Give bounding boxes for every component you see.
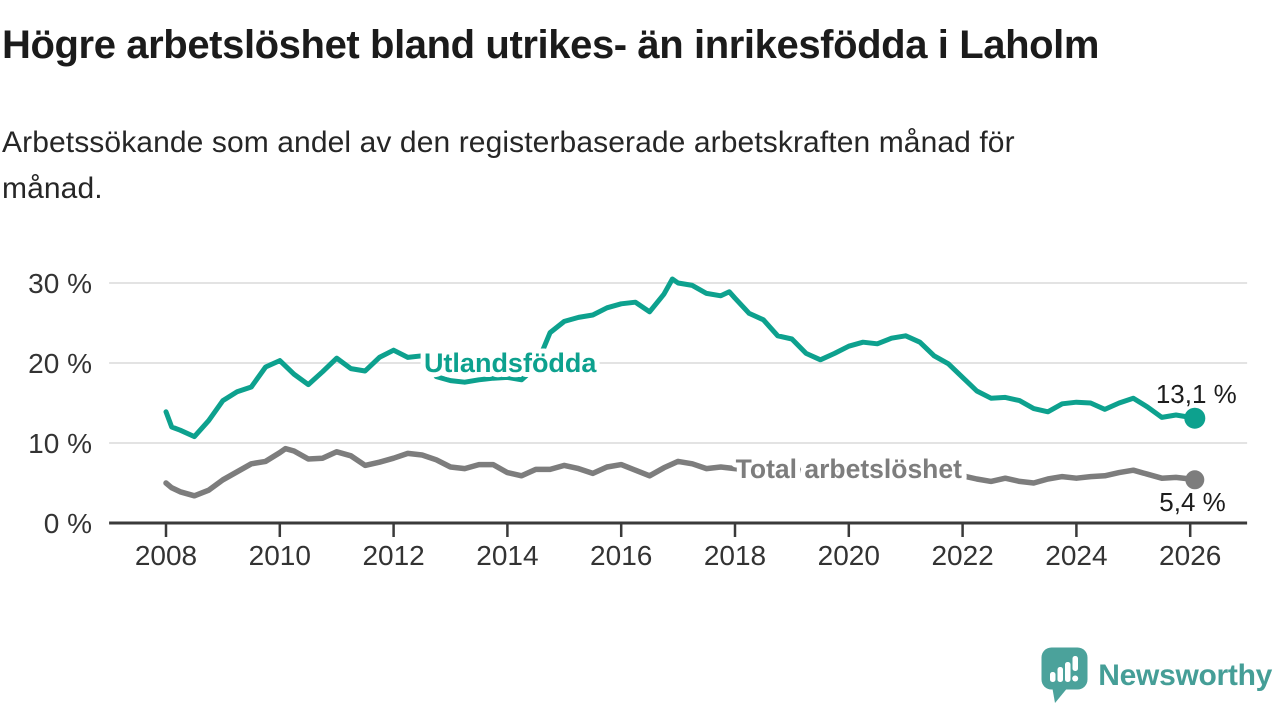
- series-end-dot-total: [1185, 470, 1205, 490]
- y-axis-label-30: 30 %: [28, 268, 92, 299]
- y-axis-label-0: 0 %: [44, 508, 92, 539]
- chart-title: Högre arbetslöshet bland utrikes- än inr…: [2, 23, 1100, 67]
- newsworthy-logo: Newsworthy: [1041, 647, 1272, 704]
- chart-annotations: Utlandsfödda 13,1 % Total arbetslöshet 5,4 …: [419, 343, 1237, 517]
- chart-subtitle-line-2: månad.: [2, 172, 103, 205]
- chart-subtitle-line-1: Arbetssökande som andel av den registerb…: [2, 126, 1015, 159]
- series-end-dot-utlandsfodda: [1184, 407, 1206, 429]
- newsworthy-logo-text: Newsworthy: [1098, 658, 1272, 692]
- series-line-total: [163, 445, 1198, 499]
- x-axis-label-2008: 2008: [135, 540, 197, 571]
- bar-chart-exclamation-glyph: [1050, 656, 1079, 682]
- chart-series: [163, 276, 1206, 499]
- x-axis-label-2020: 2020: [818, 540, 880, 571]
- x-axis-label-2010: 2010: [249, 540, 311, 571]
- series-label-utlandsfodda: Utlandsfödda: [424, 348, 597, 378]
- end-value-label-utlandsfodda: 13,1 %: [1156, 379, 1237, 409]
- x-axis-label-2018: 2018: [704, 540, 766, 571]
- x-axis-label-2026: 2026: [1159, 540, 1221, 571]
- x-axis-label-2012: 2012: [362, 540, 424, 571]
- x-axis-label-2016: 2016: [590, 540, 652, 571]
- gridlines-and-y-axis-labels: 0 % 10 % 20 % 30 %: [28, 268, 1248, 539]
- speech-bubble-pin-icon: [1041, 647, 1088, 703]
- x-axis: 2008 2010 2012 2014 2016 2018 2020 2022 2024 2026: [109, 521, 1248, 571]
- series-line-utlandsfodda: [163, 276, 1198, 440]
- x-axis-label-2014: 2014: [476, 540, 538, 571]
- y-axis-label-20: 20 %: [28, 348, 92, 379]
- x-axis-label-2024: 2024: [1045, 540, 1107, 571]
- end-value-label-total: 5,4 %: [1159, 487, 1226, 517]
- x-axis-label-2022: 2022: [931, 540, 993, 571]
- newsworthy-logo-icon: [1041, 647, 1088, 703]
- line-chart: 0 % 10 % 20 % 30 % 2008 2010 2012 2014 2016 2018…: [28, 268, 1248, 571]
- chart-subtitle: Arbetssökande som andel av den registerb…: [2, 120, 1015, 212]
- series-label-total: Total arbetslöshet: [736, 454, 962, 484]
- y-axis-label-10: 10 %: [28, 428, 92, 459]
